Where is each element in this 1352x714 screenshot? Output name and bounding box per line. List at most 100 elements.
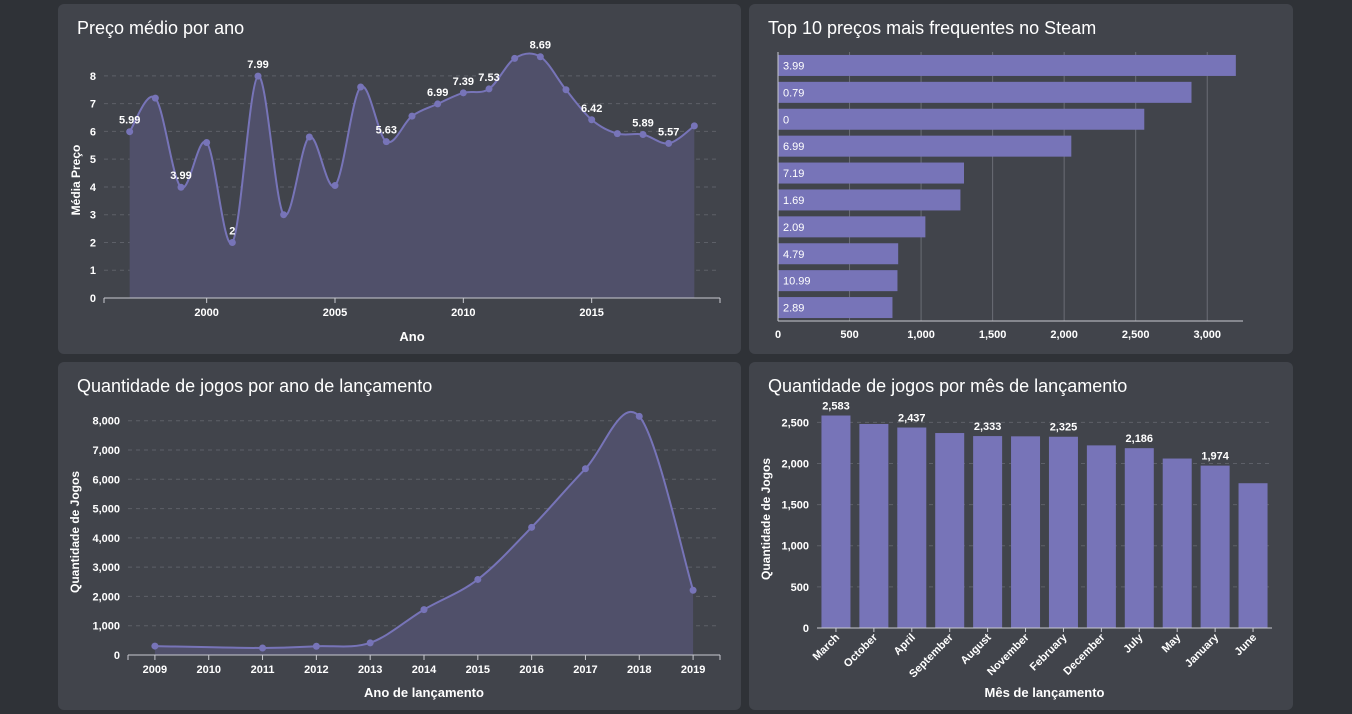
avg-price-panel: Preço médio por ano 0 1 2 3 4 5 6 7 8 5.99 3.99 2 7.… (58, 4, 741, 354)
x-tick-label: August (958, 631, 994, 667)
data-point (690, 122, 698, 130)
bar (778, 189, 961, 211)
top-prices-chart: 0 500 1,000 1,500 2,000 2,500 3,000 3.99 0.79 0 6.… (775, 52, 1243, 341)
x-tick-label: 500 (840, 329, 858, 341)
bar (1011, 436, 1041, 628)
data-point (312, 642, 320, 650)
data-point (459, 89, 467, 97)
y-tick-label: 2,000 (781, 458, 809, 470)
data-point (331, 182, 339, 190)
bar-category-label: 2.89 (783, 303, 804, 315)
bar (778, 243, 899, 265)
x-tick-label: 2005 (323, 307, 347, 319)
bar (821, 415, 851, 628)
x-tick-label: 2015 (579, 307, 603, 319)
x-tick-label: 2010 (451, 307, 475, 319)
games-per-year-chart: 0 1,000 2,000 3,000 4,000 5,000 6,000 7,000 8,00… (68, 410, 721, 700)
area-fill (154, 411, 694, 655)
bar-category-label: 0.79 (783, 87, 804, 99)
data-point (485, 85, 493, 93)
data-point (177, 183, 185, 191)
bar-category-label: 7.19 (783, 168, 804, 180)
data-label: 2 (229, 225, 235, 237)
x-tick-label: 2000 (194, 307, 218, 319)
data-point (665, 139, 673, 147)
data-point (305, 133, 313, 141)
bar (1048, 436, 1078, 628)
data-point (536, 53, 544, 61)
bar (973, 436, 1003, 628)
bar (778, 81, 1192, 103)
bar (778, 54, 1236, 76)
y-tick-label: 7,000 (92, 445, 120, 457)
y-tick-label: 7 (90, 99, 96, 111)
bar (859, 423, 889, 628)
data-label: 7.39 (453, 76, 474, 88)
x-tick-label: 3,000 (1193, 329, 1221, 341)
y-tick-label: 0 (90, 293, 96, 305)
y-tick-label: 1,000 (781, 541, 809, 553)
data-label: 6.42 (581, 103, 602, 115)
y-tick-label: 3 (90, 210, 96, 222)
x-tick-label: 2014 (412, 664, 437, 676)
data-label: 5.99 (119, 115, 140, 127)
y-axis-title: Quantidade de Jogos (68, 471, 82, 593)
data-point (635, 412, 643, 420)
bar (1162, 458, 1192, 628)
x-tick-label: 2015 (466, 664, 490, 676)
data-point (474, 575, 482, 583)
bar (1086, 445, 1116, 628)
bar (897, 427, 927, 628)
y-tick-label: 500 (791, 582, 809, 594)
bar (778, 270, 898, 292)
x-tick-label: 2011 (251, 664, 275, 676)
bar-category-label: 4.79 (783, 249, 804, 261)
x-tick-label: May (1160, 631, 1184, 655)
x-tick-label: January (1183, 631, 1222, 670)
y-tick-label: 6 (90, 126, 96, 138)
games-per-month-title: Quantidade de jogos por mês de lançament… (768, 376, 1128, 396)
avg-price-title: Preço médio por ano (77, 18, 245, 38)
games-per-month-panel: Quantidade de jogos por mês de lançament… (749, 362, 1293, 710)
x-tick-label: November (985, 631, 1032, 678)
y-tick-label: 5 (90, 154, 96, 166)
data-label: 1,974 (1201, 451, 1229, 463)
x-tick-label: March (811, 631, 843, 663)
x-tick-label: 2010 (196, 664, 220, 676)
data-point (639, 130, 647, 138)
games-per-year-panel: Quantidade de jogos por ano de lançament… (58, 362, 741, 710)
bar (778, 216, 926, 238)
bar-category-label: 1.69 (783, 195, 804, 207)
bar (778, 135, 1072, 157)
avg-price-chart: 0 1 2 3 4 5 6 7 8 5.99 3.99 2 7.99 5.63 6.99 7.39 7.53 8.… (69, 40, 721, 344)
data-point (126, 128, 134, 136)
x-tick-label: 2016 (519, 664, 543, 676)
data-point (434, 100, 442, 108)
y-tick-label: 0 (803, 623, 809, 635)
y-tick-label: 4,000 (92, 533, 120, 545)
top-prices-title: Top 10 preços mais frequentes no Steam (768, 18, 1097, 38)
y-tick-label: 2,500 (781, 417, 809, 429)
data-label: 6.99 (427, 87, 448, 99)
data-label: 5.63 (376, 125, 397, 137)
y-tick-label: 1,000 (92, 621, 120, 633)
x-tick-label: 2017 (573, 664, 597, 676)
x-axis-title: Mês de lançamento (985, 685, 1105, 700)
y-tick-label: 8,000 (92, 416, 120, 428)
data-label: 7.53 (478, 72, 499, 84)
y-tick-label: 3,000 (92, 562, 120, 574)
data-point (366, 639, 374, 647)
data-point (613, 130, 621, 138)
bar-category-label: 3.99 (783, 60, 804, 72)
area-fill (129, 53, 695, 299)
data-label: 3.99 (170, 170, 191, 182)
y-tick-label: 2 (90, 237, 96, 249)
x-tick-label: 1,000 (907, 329, 935, 341)
data-point (689, 586, 697, 594)
bar (778, 162, 964, 184)
y-tick-label: 5,000 (92, 504, 120, 516)
x-tick-label: July (1121, 631, 1146, 656)
data-point (382, 138, 390, 146)
data-point (420, 606, 428, 614)
data-label: 5.57 (658, 126, 679, 138)
